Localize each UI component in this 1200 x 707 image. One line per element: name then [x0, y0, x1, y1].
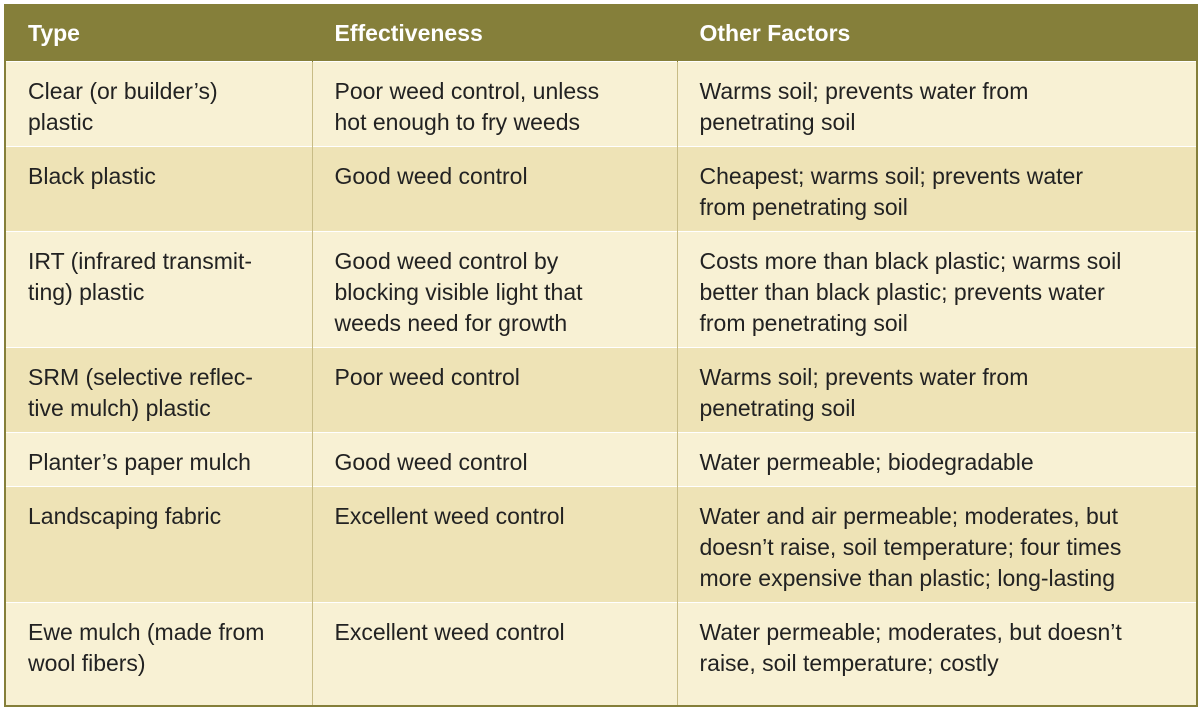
- cell-text: Good weed control: [334, 163, 528, 189]
- cell-text: from penetrating soil: [699, 194, 908, 220]
- cell-text: hot enough to fry weeds: [334, 109, 581, 135]
- table-cell: Excellent weed control: [311, 602, 677, 706]
- table-cell: Good weed control: [311, 146, 677, 232]
- cell-text: ting) plastic: [28, 279, 145, 305]
- cell-text: Good weed control: [334, 449, 528, 475]
- cell-text: Excellent weed control: [334, 619, 565, 645]
- header-cell: Other Factors: [676, 5, 1197, 62]
- cell-text: wool fibers): [28, 650, 146, 676]
- cell-text: Landscaping fabric: [28, 503, 222, 529]
- cell-text: Ewe mulch (made from: [28, 619, 265, 645]
- table-cell: Costs more than black plastic; warms soi…: [676, 231, 1197, 348]
- table-cell: Warms soil; prevents water from penetrati…: [676, 61, 1197, 147]
- cell-text: Cheapest; warms soil; prevents water: [699, 163, 1084, 189]
- header-cell: Type: [4, 5, 312, 62]
- table-cell: Good weed control by blocking visible lig…: [311, 231, 677, 348]
- table-cell: Black plastic: [4, 146, 312, 232]
- cell-text: Good weed control by: [334, 248, 559, 274]
- cell-text: from penetrating soil: [699, 310, 908, 336]
- table-row: Planter’s paper mulch Good weed control Wa…: [4, 432, 1197, 487]
- cell-text: Warms soil; prevents water from: [699, 364, 1029, 390]
- cell-text: Excellent weed control: [334, 503, 565, 529]
- table-row: Ewe mulch (made from wool fibers) Excellen…: [4, 602, 1197, 706]
- cell-text: Clear (or builder’s): [28, 78, 218, 104]
- table-cell: Good weed control: [311, 432, 677, 487]
- cell-text: tive mulch) plastic: [28, 395, 211, 421]
- table-cell: Clear (or builder’s) plastic: [4, 61, 312, 147]
- cell-text: Water and air permeable; moderates, but: [699, 503, 1118, 529]
- table-cell: Water permeable; moderates, but doesn’t r…: [676, 602, 1197, 706]
- table-cell: IRT (infrared transmit-ting) plastic: [4, 231, 312, 348]
- table-cell: Ewe mulch (made from wool fibers): [4, 602, 312, 706]
- cell-text: SRM (selective reflec-: [28, 364, 253, 390]
- cell-text: doesn’t raise, soil temperature; four ti…: [699, 534, 1122, 560]
- table-cell: Water and air permeable; moderates, but d…: [676, 486, 1197, 603]
- table-cell: Planter’s paper mulch: [4, 432, 312, 487]
- mulch-table: Type Effectiveness Other Factors Clear (or…: [4, 4, 1198, 707]
- cell-text: plastic: [28, 109, 94, 135]
- table-cell: Water permeable; biodegradable: [676, 432, 1197, 487]
- header-row: Type Effectiveness Other Factors: [4, 5, 1197, 62]
- cell-text: weeds need for growth: [334, 310, 568, 336]
- table-cell: Landscaping fabric: [4, 486, 312, 603]
- table-body: Clear (or builder’s) plastic Poor weed con…: [4, 61, 1197, 706]
- cell-text: better than black plastic; prevents wate…: [699, 279, 1105, 305]
- cell-text: blocking visible light that: [334, 279, 583, 305]
- cell-text: raise, soil temperature; costly: [699, 650, 999, 676]
- table-row: Clear (or builder’s) plastic Poor weed con…: [4, 61, 1197, 147]
- table-cell: Excellent weed control: [311, 486, 677, 603]
- cell-text: Water permeable; biodegradable: [699, 449, 1034, 475]
- cell-text: Planter’s paper mulch: [28, 449, 251, 475]
- cell-text: penetrating soil: [699, 109, 856, 135]
- cell-text: Warms soil; prevents water from: [699, 78, 1029, 104]
- cell-text: more expensive than plastic; long-lastin…: [699, 565, 1116, 591]
- table-row: IRT (infrared transmit-ting) plastic Good…: [4, 231, 1197, 348]
- cell-text: penetrating soil: [699, 395, 856, 421]
- cell-text: IRT (infrared transmit-: [28, 248, 253, 274]
- table-row: SRM (selective reflec-tive mulch) plasti…: [4, 347, 1197, 433]
- table-cell: Warms soil; prevents water from penetrati…: [676, 347, 1197, 433]
- cell-text: Costs more than black plastic; warms soi…: [699, 248, 1122, 274]
- table-row: Black plastic Good weed control Cheapest; …: [4, 146, 1197, 232]
- table-container: Type Effectiveness Other Factors Clear (or…: [4, 4, 1198, 707]
- table-cell: SRM (selective reflec-tive mulch) plasti…: [4, 347, 312, 433]
- header-cell: Effectiveness: [311, 5, 677, 62]
- table-cell: Poor weed control: [311, 347, 677, 433]
- cell-text: Black plastic: [28, 163, 156, 189]
- cell-text: Poor weed control: [334, 364, 520, 390]
- table-cell: Cheapest; warms soil; prevents water from…: [676, 146, 1197, 232]
- cell-text: Poor weed control, unless: [334, 78, 600, 104]
- table-cell: Poor weed control, unless hot enough to f…: [311, 61, 677, 147]
- cell-text: Water permeable; moderates, but doesn’t: [699, 619, 1122, 645]
- table-row: Landscaping fabric Excellent weed control…: [4, 486, 1197, 603]
